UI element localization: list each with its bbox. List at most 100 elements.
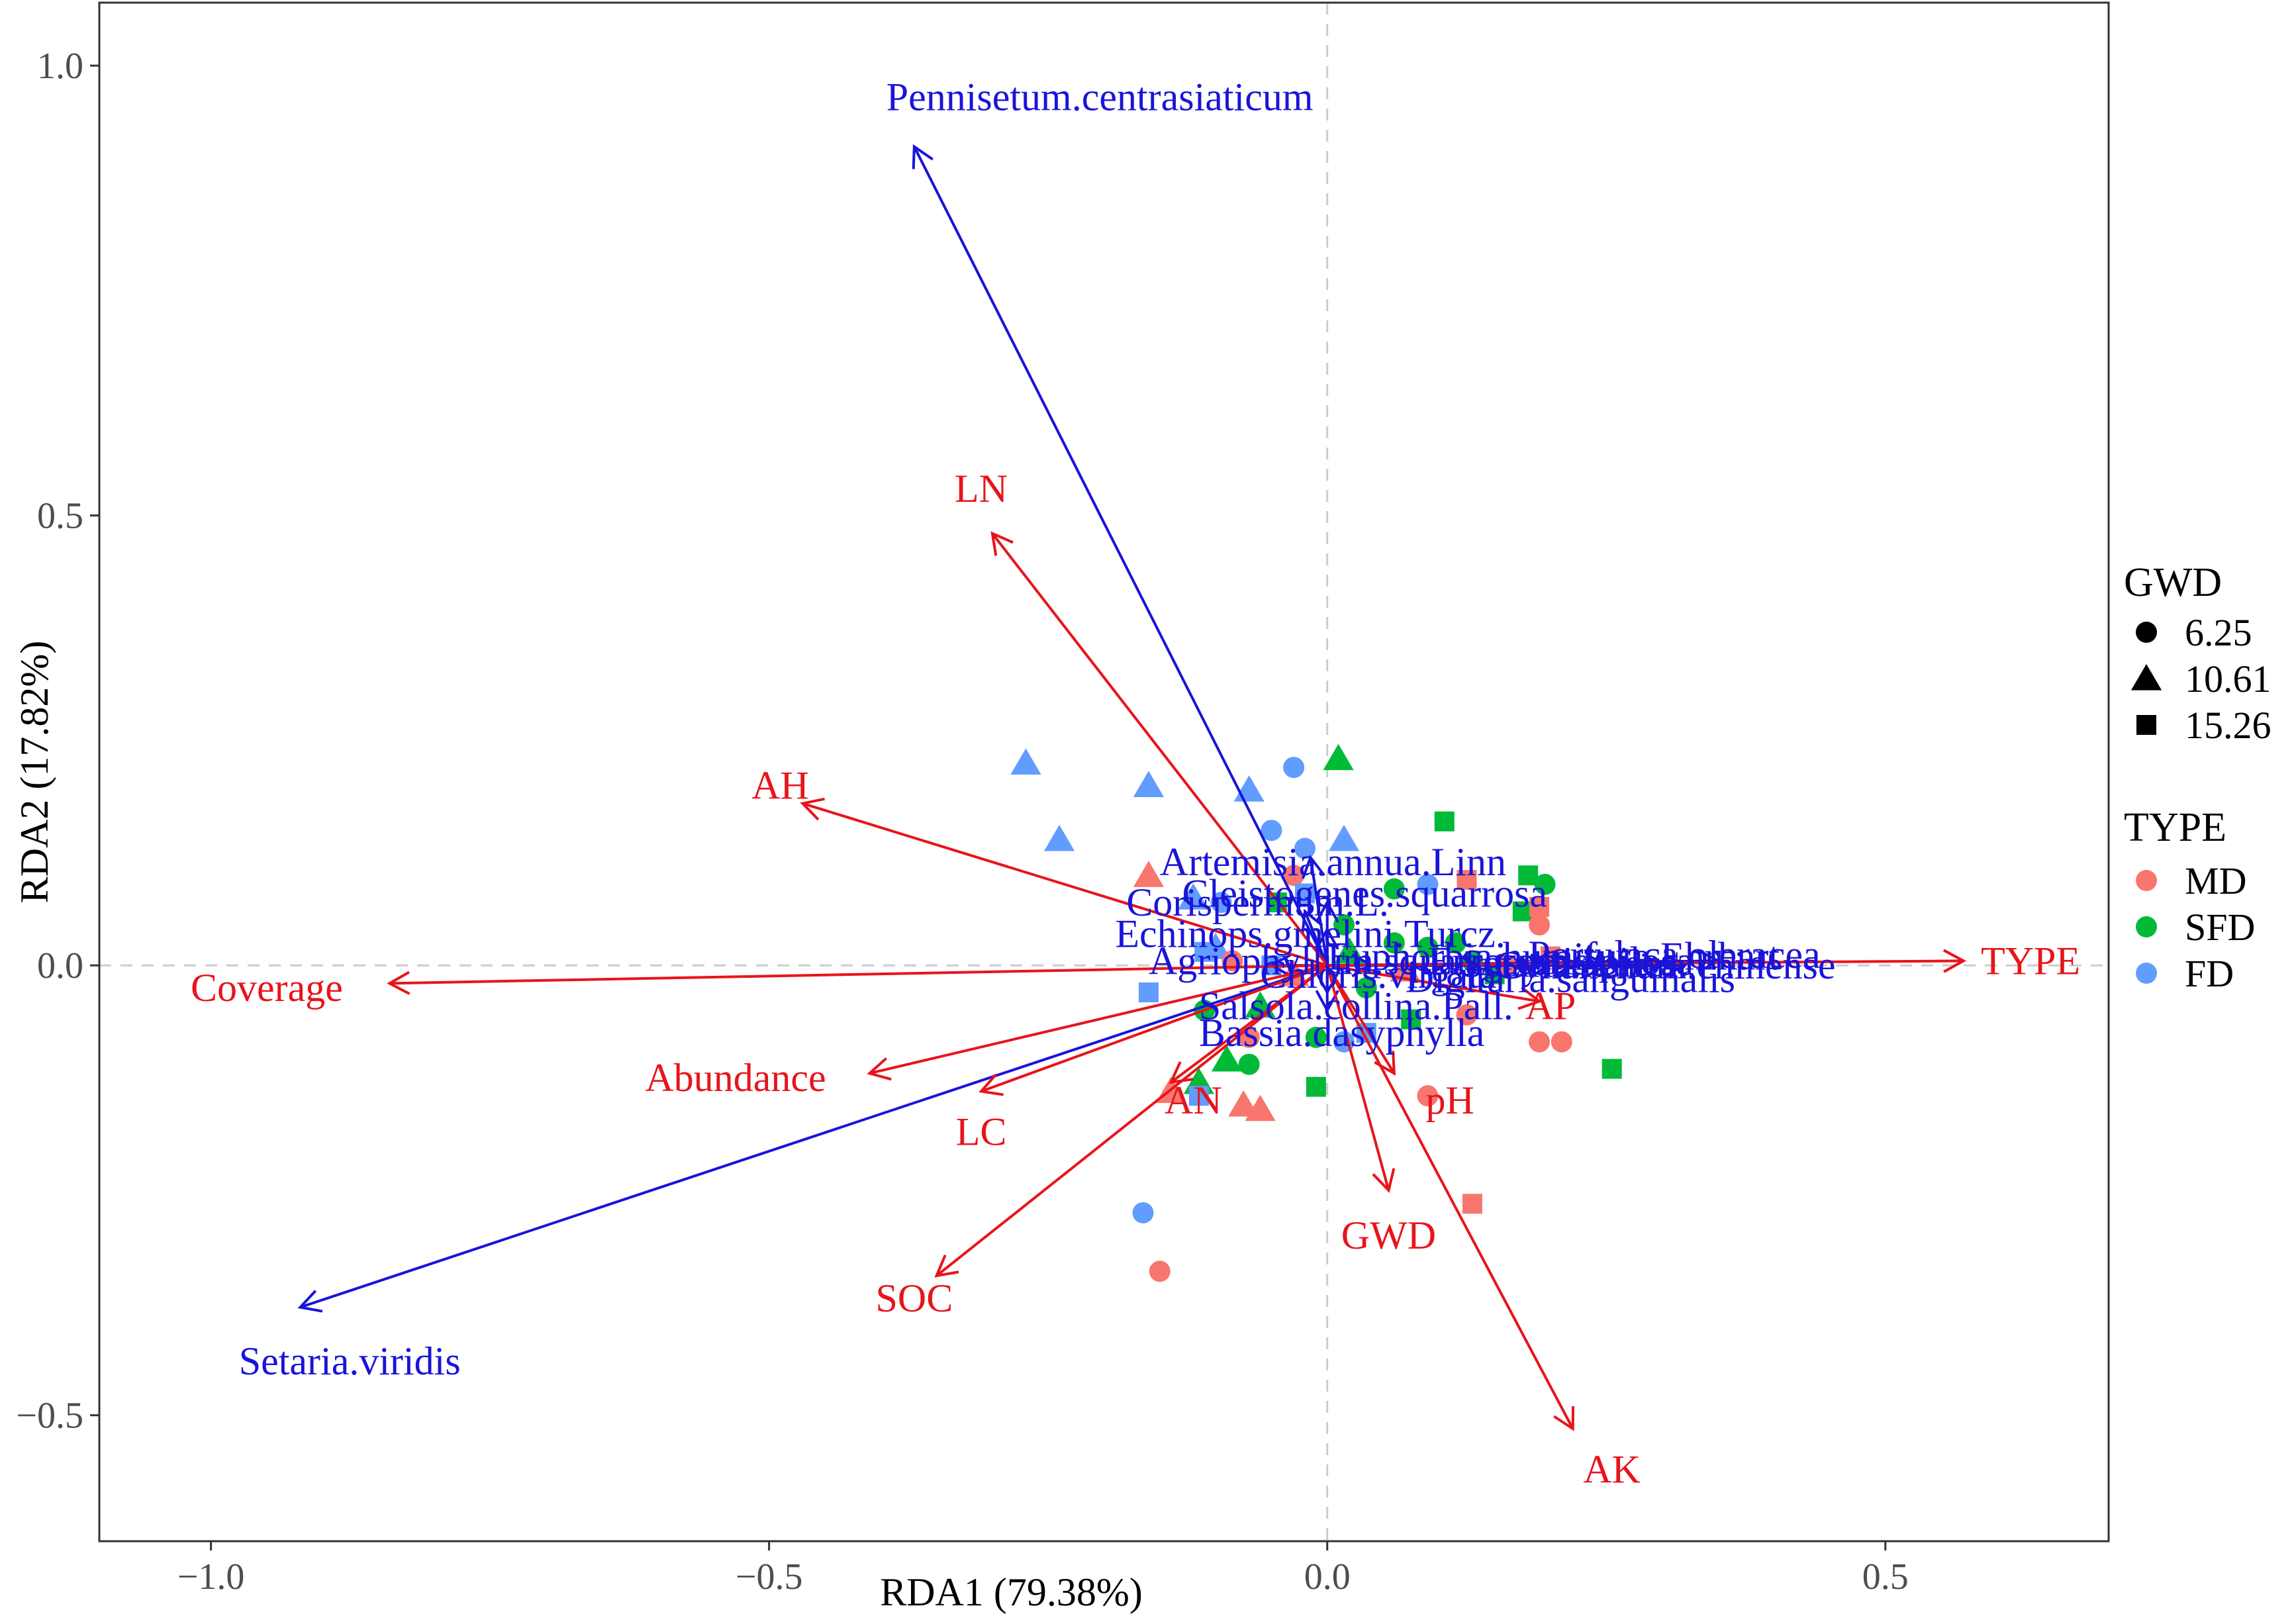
- sample-point: [1383, 932, 1405, 954]
- y-tick-label: −0.5: [16, 1396, 83, 1437]
- species-arrow-head: [912, 144, 933, 169]
- legend-gwd-label: 6.25: [2185, 611, 2252, 654]
- species-label: Corispermum.L.: [1126, 880, 1389, 924]
- species-label: Agriophyllum.squarrosum: [1149, 939, 1569, 982]
- env-arrow: [1325, 965, 1390, 1191]
- env-label: SOC: [876, 1276, 953, 1320]
- env-arrow-head: [1942, 949, 1966, 973]
- env-arrow: [389, 964, 1327, 985]
- legend-type-label: FD: [2185, 952, 2234, 995]
- env-arrow: [869, 964, 1328, 1075]
- x-tick-label: −1.0: [177, 1556, 245, 1597]
- y-axis-title: RDA2 (17.82%): [13, 641, 56, 904]
- env-arrow: [991, 532, 1329, 967]
- sample-point: [1417, 937, 1439, 959]
- species-arrow-head: [1664, 953, 1688, 978]
- env-arrow: [1325, 965, 1574, 1430]
- species-arrow: [299, 964, 1328, 1309]
- sample-point: [1295, 883, 1315, 904]
- sample-point: [1228, 1090, 1259, 1117]
- sample-point: [1401, 1009, 1421, 1029]
- sample-point: [1355, 977, 1377, 999]
- x-axis-ticks: −1.0 −0.5 0.0 0.5: [177, 1541, 1909, 1597]
- env-arrow-head: [800, 797, 825, 821]
- env-arrows: [387, 531, 1966, 1431]
- legend-gwd-title: GWD: [2124, 560, 2222, 605]
- species-label: Setaria.italica: [1461, 941, 1678, 985]
- zero-lines: [99, 3, 2109, 1541]
- species-label: Setaria.viridis: [239, 1339, 461, 1383]
- env-label: AN: [1165, 1078, 1222, 1122]
- species-arrow: [1309, 857, 1329, 966]
- env-arrow: [1327, 959, 1964, 967]
- legend-type-symbol: [2136, 870, 2157, 891]
- env-arrow-head: [387, 971, 410, 995]
- env-label: Abundance: [645, 1056, 826, 1100]
- legend-type-title: TYPE: [2124, 805, 2226, 850]
- sample-point: [1383, 878, 1405, 900]
- species-arrow-head: [1315, 899, 1339, 923]
- env-arrow: [981, 964, 1328, 1093]
- legend-type-label: SFD: [2185, 906, 2255, 949]
- sample-points: [1010, 743, 1622, 1282]
- x-tick-label: −0.5: [736, 1556, 803, 1597]
- species-label: Artemisia.annua.Linn: [1160, 840, 1506, 884]
- sample-point: [1529, 1031, 1551, 1053]
- legend-gwd-symbol: [2136, 622, 2157, 643]
- sample-point: [1434, 811, 1455, 832]
- sample-point: [1328, 824, 1360, 851]
- sample-point: [1283, 865, 1305, 886]
- env-arrow-head: [1372, 1168, 1396, 1193]
- env-arrow: [1327, 964, 1540, 1003]
- sample-point: [1210, 892, 1232, 914]
- sample-point: [1333, 914, 1355, 936]
- env-label: AH: [751, 763, 809, 807]
- species-label: Euphorbia.humifusa.Ehrhart: [1327, 935, 1780, 978]
- species-arrow-head: [1586, 953, 1609, 978]
- env-label: AP: [1525, 984, 1576, 1027]
- x-axis-title: RDA1 (79.38%): [880, 1570, 1143, 1614]
- sample-point: [1534, 873, 1556, 895]
- species-arrow-head: [1697, 949, 1721, 973]
- y-axis-ticks: −0.5 0.0 0.5 1.0: [16, 46, 99, 1437]
- sample-point: [1417, 1085, 1439, 1107]
- species-label: Eragrostis.pilosa: [1427, 939, 1694, 982]
- sample-point: [1529, 914, 1551, 936]
- env-arrow-head: [934, 1254, 959, 1278]
- env-label: TYPE: [1981, 939, 2080, 982]
- sample-point: [1194, 941, 1215, 962]
- sample-point: [1390, 955, 1421, 982]
- legend-gwd-symbol: [2136, 715, 2156, 735]
- env-arrow: [802, 802, 1328, 967]
- sample-point: [1138, 982, 1159, 1002]
- sample-point: [1294, 837, 1315, 859]
- species-label: Echinops.gmelini.Turcz.: [1115, 912, 1505, 956]
- species-arrow: [1304, 910, 1329, 966]
- species-label: Cleistogenes.squarrosa: [1182, 871, 1548, 915]
- sample-point: [1178, 883, 1209, 910]
- sample-point: [1445, 932, 1466, 954]
- env-arrow-head: [867, 1057, 892, 1081]
- env-label: Coverage: [191, 966, 343, 1010]
- species-arrow: [913, 146, 1329, 967]
- env-arrow: [1170, 964, 1328, 1084]
- env-arrow-head: [1169, 1061, 1194, 1084]
- env-label: LC: [956, 1110, 1007, 1154]
- sample-point: [1043, 824, 1075, 851]
- y-tick-label: 0.0: [37, 945, 83, 986]
- sample-point: [1457, 870, 1477, 890]
- env-label: pH: [1426, 1078, 1474, 1122]
- legend-type-label: MD: [2185, 859, 2246, 902]
- sample-point: [1462, 1194, 1482, 1214]
- sample-point: [1211, 1045, 1243, 1072]
- species-label: Portulaca.oleracea: [1528, 933, 1820, 976]
- species-label: Bassia.dasyphylla: [1199, 1011, 1485, 1055]
- sample-point: [1283, 757, 1305, 779]
- env-arrow-head: [1553, 1406, 1575, 1431]
- species-label: Salsola.collina.Pall.: [1199, 984, 1513, 1027]
- legend-type-symbol: [2136, 916, 2157, 937]
- x-tick-label: 0.5: [1862, 1556, 1909, 1597]
